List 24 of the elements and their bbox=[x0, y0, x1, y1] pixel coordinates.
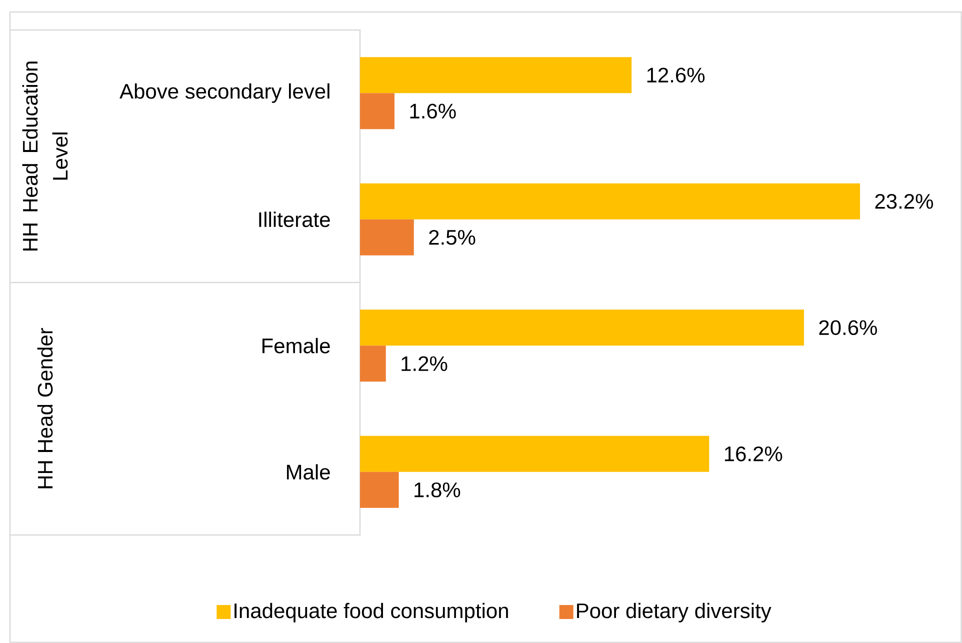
data-label: 1.2% bbox=[402, 356, 448, 372]
data-label: 2.5% bbox=[429, 230, 476, 245]
text: HH Head Gender bbox=[37, 328, 53, 488]
bar bbox=[360, 472, 399, 508]
bar bbox=[360, 93, 394, 130]
data-label: 23.2% bbox=[875, 194, 933, 209]
bar bbox=[360, 310, 804, 346]
bar bbox=[360, 57, 632, 94]
text: HH Head Education Level bbox=[22, 62, 68, 251]
data-label: 1.6% bbox=[410, 104, 456, 119]
data-label: 1.8% bbox=[414, 482, 460, 498]
data-label: 16.2% bbox=[724, 446, 782, 462]
y-tick-label: Above secondary level bbox=[120, 83, 330, 103]
legend-label: Poor dietary diversity bbox=[577, 602, 772, 622]
y-tick-label: Male bbox=[287, 464, 330, 480]
bar bbox=[360, 346, 386, 382]
y-tick-label: Female bbox=[262, 338, 330, 354]
bar bbox=[360, 183, 860, 220]
bar bbox=[360, 436, 710, 472]
y-tick-label: Illiterate bbox=[259, 212, 330, 228]
data-label: 12.6% bbox=[647, 68, 705, 83]
bar bbox=[360, 219, 414, 256]
legend-label: Inadequate food consumption bbox=[234, 602, 508, 622]
data-label: 20.6% bbox=[819, 320, 877, 336]
